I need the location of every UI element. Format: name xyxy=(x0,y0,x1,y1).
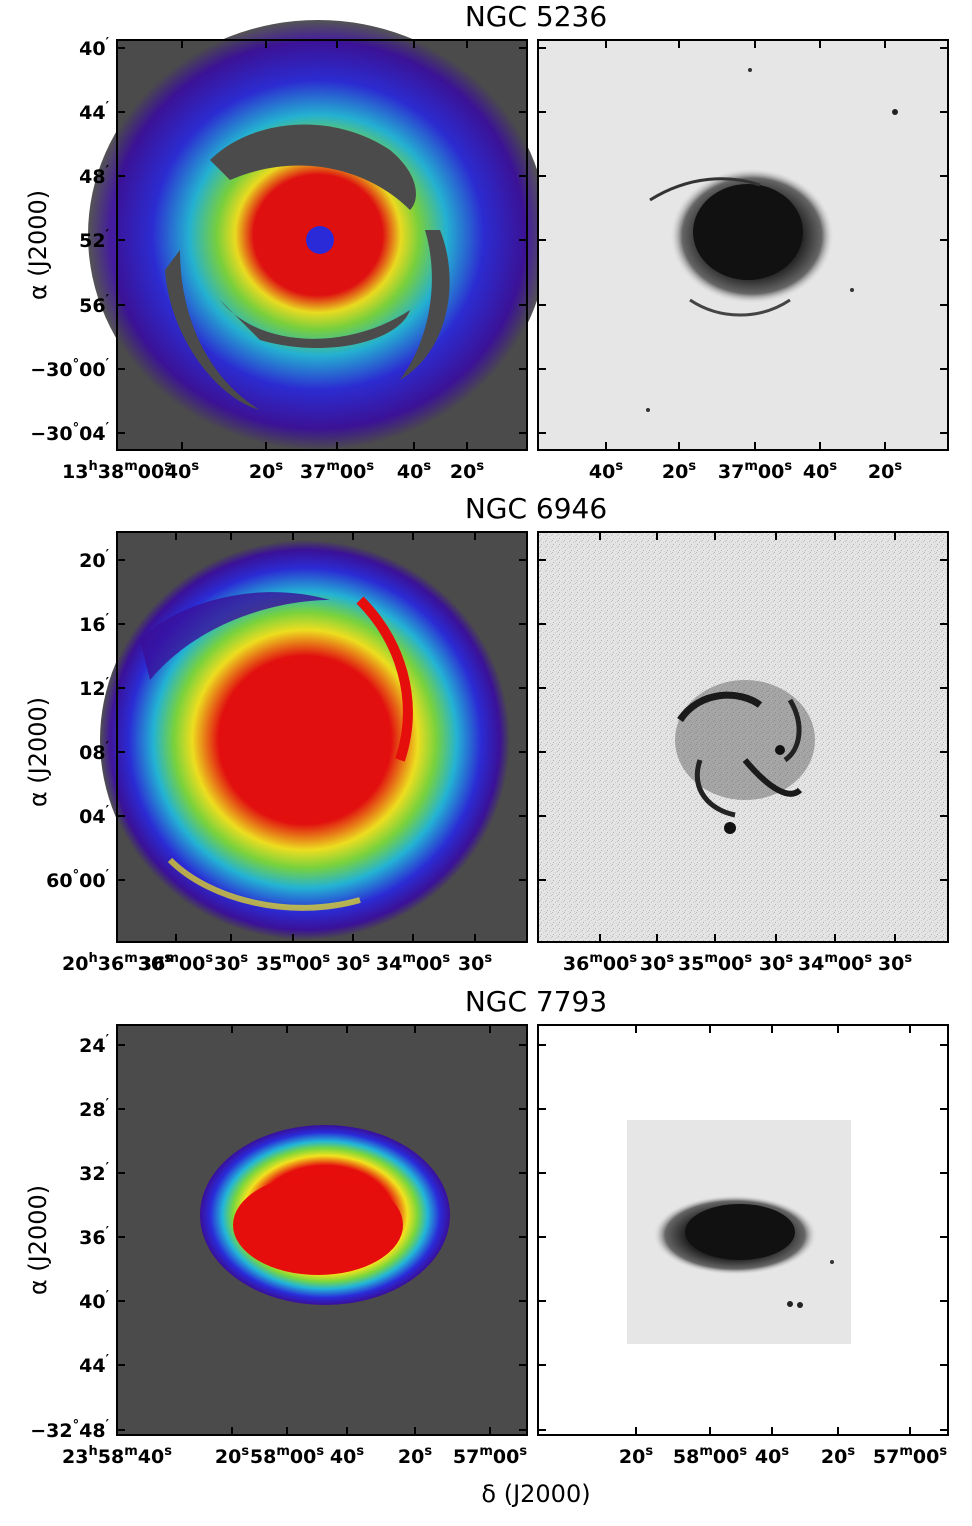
ngc5236-optical-image xyxy=(538,40,948,450)
ngc6946-velocity-map xyxy=(100,532,527,942)
x-axis-label: δ (J2000) xyxy=(481,1480,590,1508)
x-tick-label: 35m00s xyxy=(256,951,330,975)
y-tick-label: 20′ xyxy=(79,548,109,572)
y-tick-label: 52′ xyxy=(79,228,109,252)
ylabel-row-2: α (J2000) xyxy=(24,697,52,807)
ngc7793-optical-frame xyxy=(537,1024,949,1436)
y-tick-label: 12′ xyxy=(79,676,109,700)
x-tick-label: 30s xyxy=(759,951,793,975)
y-tick-label: 44′ xyxy=(79,1353,109,1377)
ngc7793-y-ticks: 24′ 28′ 32′ 36′ 40′ 44′ −32°48′ xyxy=(30,1033,948,1442)
y-tick-label: 40′ xyxy=(79,36,109,60)
ngc5236-velocity-map xyxy=(88,20,548,450)
x-tick-label: 34m00s xyxy=(798,951,872,975)
ngc5236-velocity-frame xyxy=(116,39,528,451)
x-tick-label: 40s xyxy=(330,1444,364,1468)
x-tick-label: 20s xyxy=(249,459,283,483)
x-tick-label: 37m00s xyxy=(300,459,374,483)
y-tick-label: 28′ xyxy=(79,1097,109,1121)
ngc7793-velocity-map xyxy=(117,1025,527,1435)
x-tick-label: 30s xyxy=(458,951,492,975)
x-tick-label: 13h38m00s xyxy=(62,459,172,483)
panel-title-ngc6946: NGC 6946 xyxy=(465,492,607,525)
ngc6946-velocity-frame xyxy=(116,531,528,943)
x-tick-label: 36m00s xyxy=(563,951,637,975)
panel-title-ngc5236: NGC 5236 xyxy=(465,0,607,33)
panel-title-ngc7793: NGC 7793 xyxy=(465,985,607,1018)
x-tick-label: 20s xyxy=(215,1444,249,1468)
x-tick-label: 30s xyxy=(336,951,370,975)
ngc7793-x-ticks-left: 23h58m40s 20s 58m00s 40s 20s 57m00s xyxy=(62,1025,527,1468)
x-tick-label: 57m00s xyxy=(453,1444,527,1468)
x-tick-label: 40s xyxy=(755,1444,789,1468)
x-tick-label: 34m00s xyxy=(376,951,450,975)
y-tick-label: 08′ xyxy=(79,740,109,764)
x-tick-label: 40s xyxy=(589,459,623,483)
x-tick-label: 40s xyxy=(803,459,837,483)
x-tick-label: 58m00s xyxy=(250,1444,324,1468)
x-tick-label: 35m00s xyxy=(678,951,752,975)
ngc6946-optical-frame xyxy=(537,531,949,943)
y-tick-label: 16′ xyxy=(79,612,109,636)
y-tick-label: 36′ xyxy=(79,1225,109,1249)
ylabel-row-3: α (J2000) xyxy=(24,1185,52,1295)
x-tick-label: 20s xyxy=(450,459,484,483)
y-tick-label: 60°00′ xyxy=(46,868,109,892)
ngc5236-optical-frame xyxy=(537,39,949,451)
y-tick-label: 56′ xyxy=(79,293,109,317)
ylabel-row-1: α (J2000) xyxy=(24,190,52,300)
y-tick-label: −30°00′ xyxy=(30,357,109,381)
y-tick-label: 24′ xyxy=(79,1033,109,1057)
x-tick-label: 20s xyxy=(662,459,696,483)
x-tick-label: 20h36m30s xyxy=(62,951,172,975)
x-tick-label: 20s xyxy=(398,1444,432,1468)
ngc6946-optical-image xyxy=(538,532,948,942)
ngc5236-y-ticks: 40′ 44′ 48′ 52′ 56′ −30°00′ −30°04′ xyxy=(30,36,948,445)
ngc7793-x-ticks-right: 20s 58m00s 40s 20s 57m00s xyxy=(619,1025,947,1468)
x-tick-label: 40s xyxy=(397,459,431,483)
x-tick-label: 57m00s xyxy=(873,1444,947,1468)
y-tick-label: 04′ xyxy=(79,804,109,828)
x-tick-label: 20s xyxy=(821,1444,855,1468)
ngc6946-y-ticks: 20′ 16′ 12′ 08′ 04′ 60°00′ xyxy=(46,548,948,892)
y-tick-label: 44′ xyxy=(79,100,109,124)
x-tick-label: 37m00s xyxy=(718,459,792,483)
x-tick-label: 36m00s xyxy=(139,951,213,975)
ngc7793-velocity-frame xyxy=(116,1024,528,1436)
ngc5236-x-ticks-right: 40s 20s 37m00s 40s 20s xyxy=(589,40,902,483)
x-tick-label: 30s xyxy=(214,951,248,975)
y-tick-label: 48′ xyxy=(79,164,109,188)
x-tick-label: 20s xyxy=(619,1444,653,1468)
x-tick-label: 58m00s xyxy=(673,1444,747,1468)
x-tick-label: 40s xyxy=(165,459,199,483)
y-tick-label: 40′ xyxy=(79,1289,109,1313)
x-tick-label: 23h58m40s xyxy=(62,1444,172,1468)
y-tick-label: −30°04′ xyxy=(30,421,109,445)
y-tick-label: −32°48′ xyxy=(30,1418,109,1442)
ngc7793-optical-image xyxy=(538,1025,948,1435)
x-tick-label: 30s xyxy=(878,951,912,975)
x-tick-label: 20s xyxy=(868,459,902,483)
y-tick-label: 32′ xyxy=(79,1161,109,1185)
x-tick-label: 30s xyxy=(640,951,674,975)
ngc6946-x-ticks-right: 36m00s 30s 35m00s 30s 34m00s 30s xyxy=(563,532,912,975)
